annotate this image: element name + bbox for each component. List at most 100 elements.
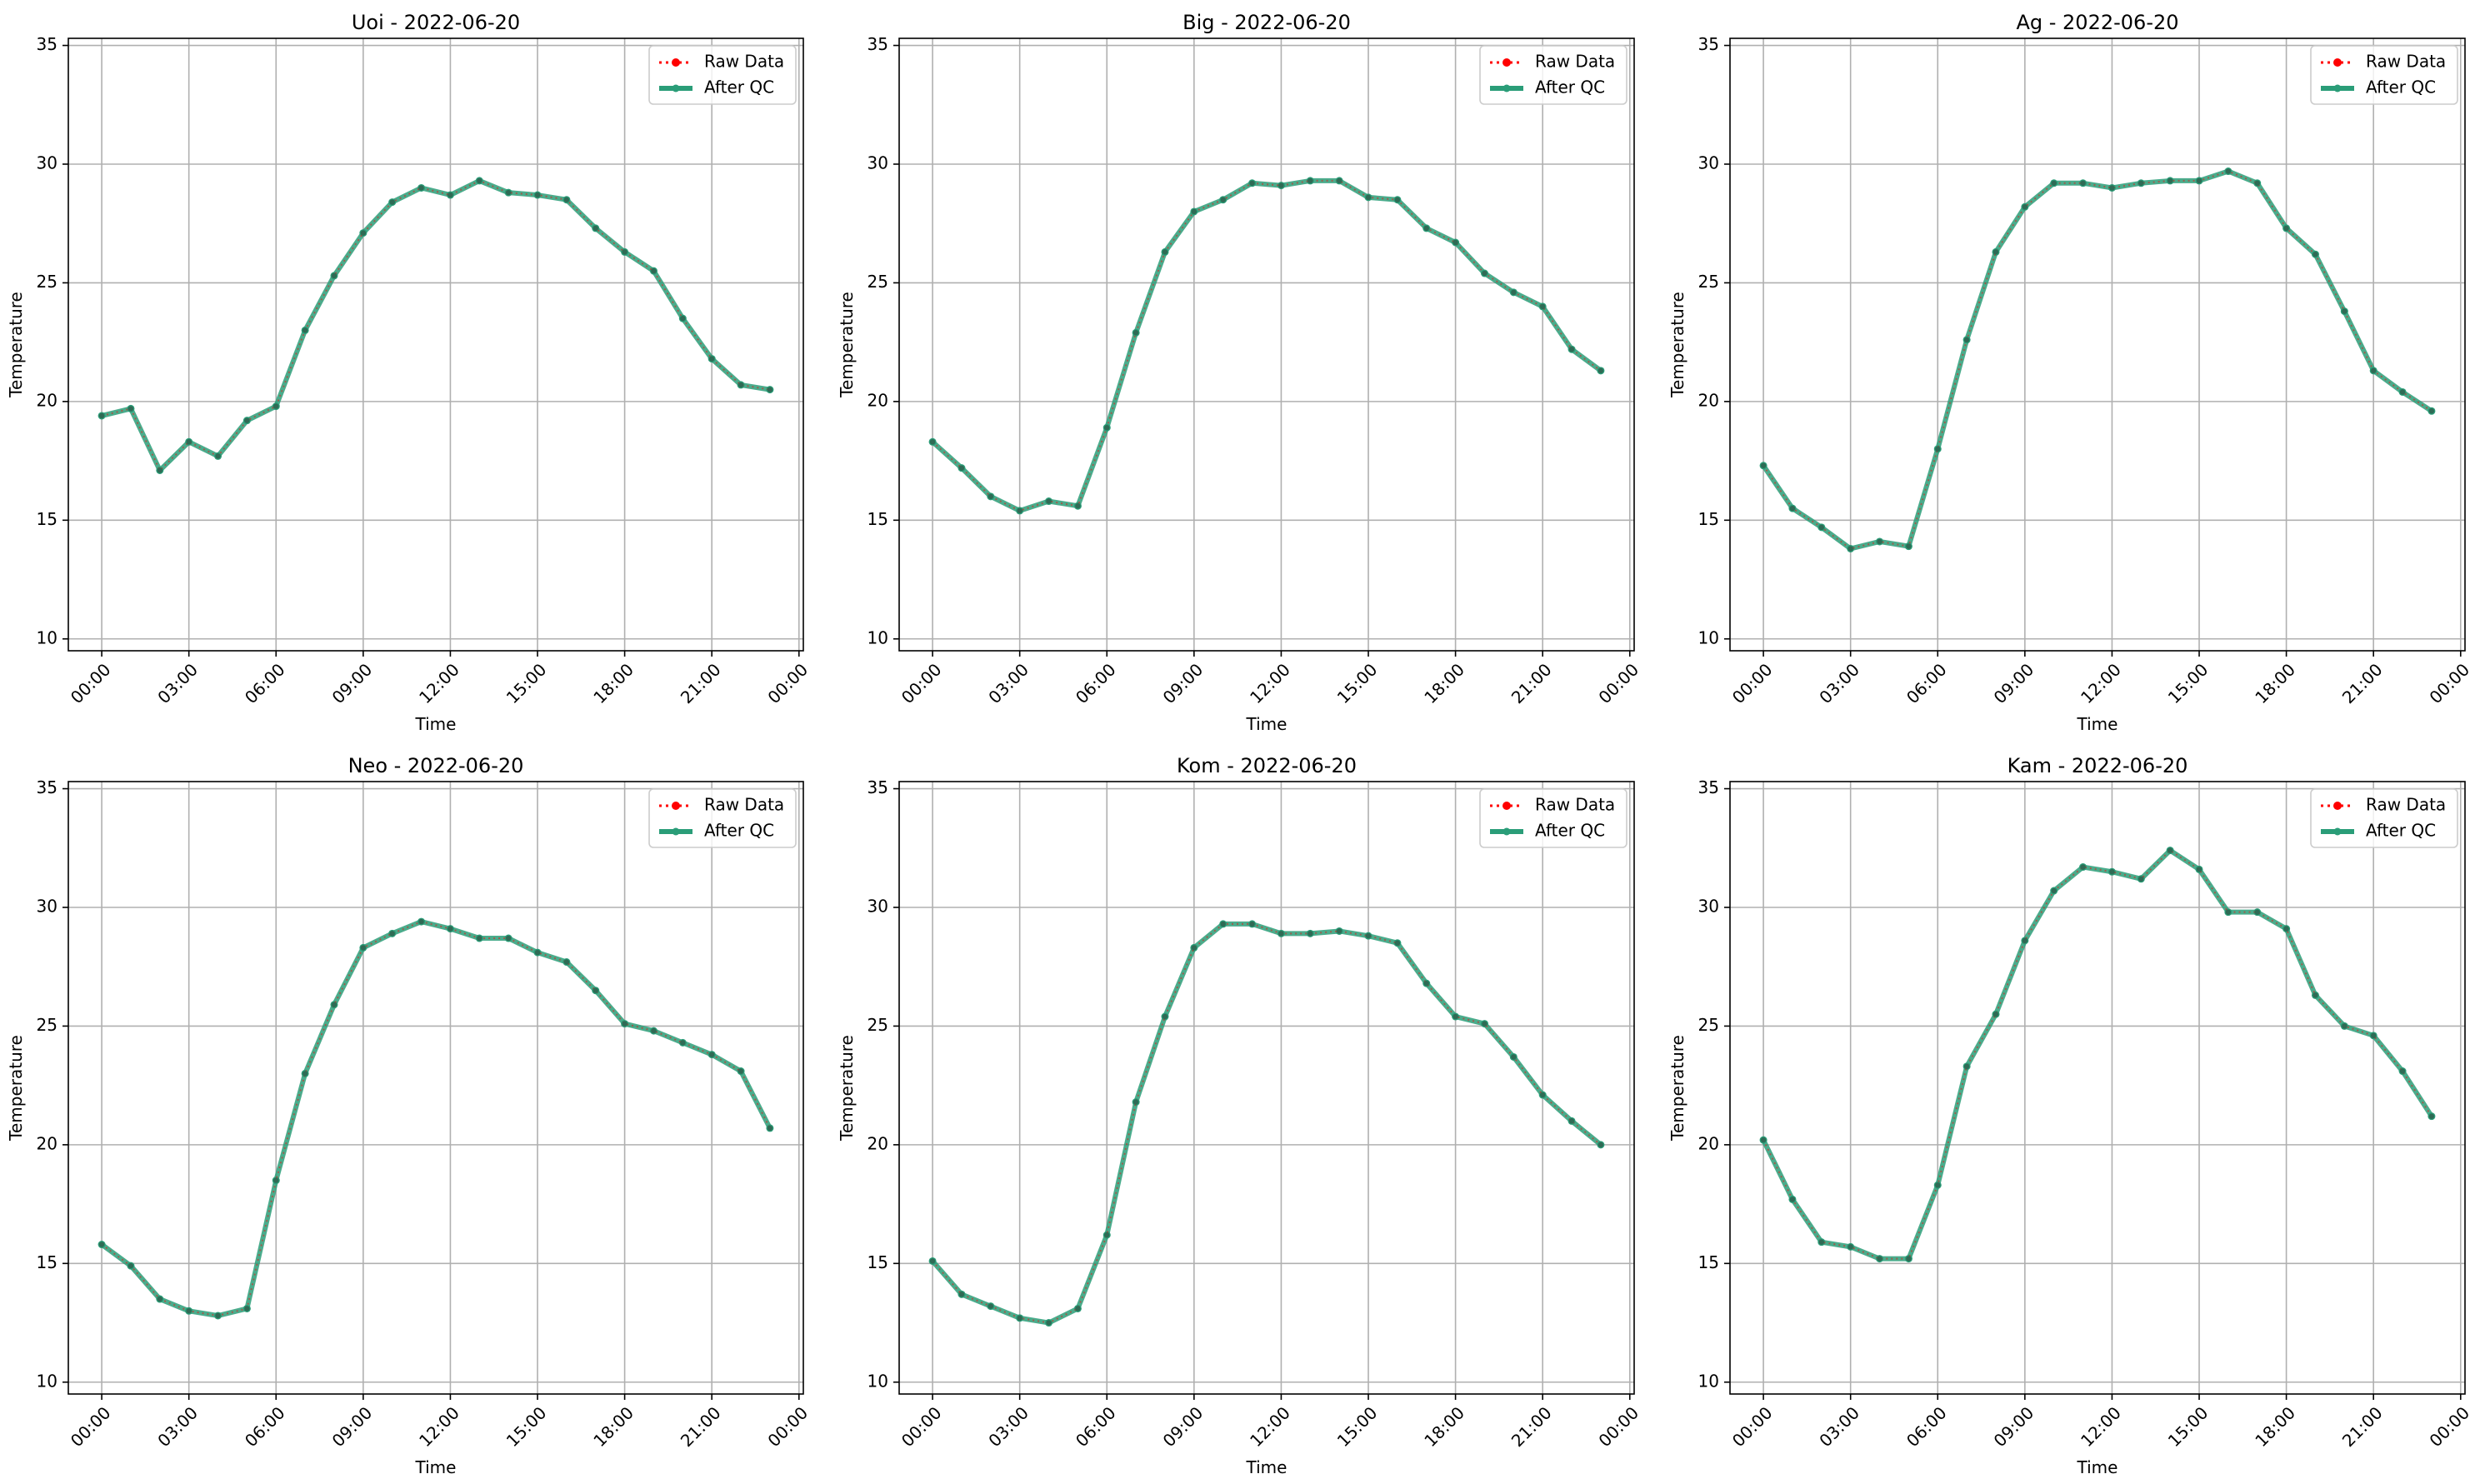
raw-data-point [680, 1040, 686, 1046]
y-tick-label: 35 [37, 34, 58, 54]
raw-data-point [929, 1258, 936, 1264]
raw-data-point [563, 959, 570, 965]
raw-data-point [1760, 462, 1767, 468]
raw-data-point [273, 403, 279, 409]
raw-data-point [2022, 937, 2028, 944]
grid-lines [1730, 782, 2465, 1394]
raw-data-point [1482, 1021, 1488, 1027]
chart-title: Neo - 2022-06-20 [348, 754, 524, 777]
x-tick-label: 09:00 [1990, 659, 2038, 707]
raw-data-point [2399, 1068, 2406, 1074]
raw-data-point [1992, 249, 1999, 255]
x-tick-label: 12:00 [2077, 1402, 2125, 1451]
x-tick-label: 18:00 [589, 1402, 638, 1451]
x-tick-label: 21:00 [1508, 1402, 1556, 1451]
raw-data-point [2283, 225, 2289, 232]
raw-data-point [98, 1242, 105, 1247]
x-tick-label: 03:00 [153, 1402, 202, 1451]
legend: Raw Data After QC [1479, 788, 1628, 848]
raw-data-point [389, 199, 395, 205]
y-tick-label: 20 [37, 390, 58, 410]
raw-data-point [1220, 921, 1226, 927]
legend: Raw Data After QC [648, 788, 797, 848]
legend-after-qc-marker [1502, 827, 1511, 836]
y-axis-label: Temperature [1668, 292, 1688, 398]
raw-data-point [1365, 932, 1372, 939]
raw-data-point [958, 465, 965, 471]
y-tick-label: 25 [37, 1015, 58, 1035]
raw-data-point [1336, 177, 1342, 184]
raw-data-line [101, 921, 771, 1317]
chart-title: Uoi - 2022-06-20 [352, 11, 520, 34]
y-tick-label: 10 [1698, 627, 1719, 647]
after-qc-line [930, 921, 1602, 1326]
chart-title: Kom - 2022-06-20 [1177, 754, 1357, 777]
raw-data-point [988, 1303, 994, 1309]
raw-data-line [101, 179, 771, 472]
y-axis-label: Temperature [837, 292, 857, 398]
x-tick-label: 09:00 [1159, 1402, 1208, 1451]
legend-label-raw-data: Raw Data [2366, 52, 2446, 72]
raw-data-point [2225, 909, 2232, 915]
raw-data-point [2312, 992, 2318, 998]
x-tick-label: 06:00 [1902, 1402, 1951, 1451]
raw-data-line [1762, 170, 2432, 550]
raw-data-point [1278, 931, 1284, 937]
raw-data-point [2428, 1113, 2435, 1119]
raw-data-point [1482, 270, 1488, 277]
y-tick-label: 35 [1698, 777, 1719, 797]
y-tick-label: 20 [868, 390, 888, 410]
x-tick-label: 03:00 [153, 659, 202, 707]
raw-data-point [2196, 177, 2202, 184]
legend-label-after-qc: After QC [704, 821, 774, 841]
raw-data-point [1789, 505, 1796, 512]
raw-data-point [244, 1306, 250, 1312]
raw-data-point [929, 439, 936, 445]
chart-title: Ag - 2022-06-20 [2016, 11, 2178, 34]
raw-data-point [2225, 168, 2232, 174]
raw-data-point [360, 945, 367, 951]
y-tick-label: 15 [868, 509, 888, 529]
raw-data-point [2022, 204, 2028, 210]
raw-data-point [186, 1308, 192, 1314]
raw-data-point [1104, 425, 1110, 431]
y-tick-label: 10 [1698, 1371, 1719, 1391]
raw-data-point [767, 387, 773, 392]
legend: Raw Data After QC [2310, 788, 2458, 848]
x-tick-label: 15:00 [1333, 659, 1382, 707]
y-tick-label: 25 [37, 272, 58, 292]
raw-data-point [1394, 940, 1401, 946]
x-tick-label: 03:00 [984, 659, 1032, 707]
x-tick-label: 03:00 [1815, 659, 1863, 707]
legend-raw-data-marker [1502, 802, 1511, 810]
raw-data-point [1336, 928, 1342, 934]
legend-after-qc-marker [2333, 827, 2342, 836]
legend-raw-data-marker [1502, 58, 1511, 67]
raw-data-point [360, 230, 367, 236]
legend-raw-data-marker [672, 58, 680, 67]
x-tick-label: 00:00 [1728, 659, 1777, 707]
legend-label-raw-data: Raw Data [1535, 795, 1615, 815]
raw-data-point [331, 272, 338, 279]
raw-data-line [932, 179, 1602, 512]
y-tick-label: 30 [868, 896, 888, 916]
y-tick-label: 25 [868, 272, 888, 292]
raw-data-point [2283, 926, 2289, 932]
x-tick-label: 21:00 [1508, 659, 1556, 707]
x-tick-label: 18:00 [2251, 1402, 2299, 1451]
raw-data-point [1017, 507, 1022, 514]
after-qc-line [101, 177, 771, 473]
raw-data-point [2109, 869, 2115, 875]
legend-label-raw-data: Raw Data [2366, 795, 2446, 815]
axes-frame [1729, 781, 2466, 1395]
raw-data-point [215, 1312, 221, 1319]
legend-label-after-qc: After QC [1535, 821, 1605, 841]
x-axis-label: Time [2077, 1457, 2118, 1477]
raw-data-point [1568, 1118, 1575, 1124]
raw-data-point [2138, 180, 2144, 186]
raw-data-point [1162, 249, 1168, 255]
y-axis-label: Temperature [1668, 1035, 1688, 1142]
chart-panel: 00:00 03:00 06:00 09:00 12:00 15:00 18:00 21:00… [837, 754, 1642, 1477]
raw-data-point [2167, 847, 2173, 853]
y-tick-label: 10 [868, 627, 888, 647]
